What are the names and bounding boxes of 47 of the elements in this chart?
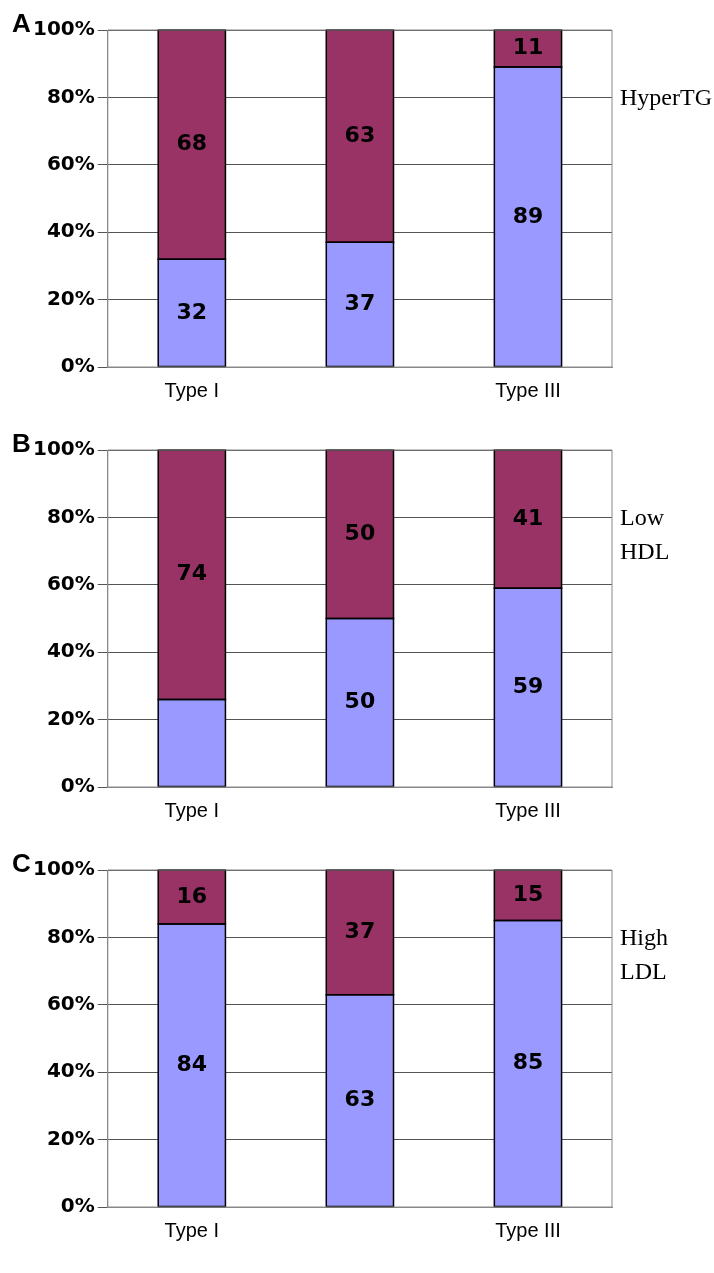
y-tick-label: 60% xyxy=(46,571,95,595)
data-label: 41 xyxy=(512,504,544,530)
data-label: 11 xyxy=(512,34,544,60)
data-label: 74 xyxy=(176,560,208,586)
y-tick-label: 100% xyxy=(32,856,95,881)
data-label: 37 xyxy=(344,290,376,316)
text: Low HDL xyxy=(620,503,671,566)
data-label: 63 xyxy=(344,121,376,147)
chart-title: B xyxy=(12,428,31,459)
data-label: 85 xyxy=(512,1049,544,1075)
y-tick-label: 0% xyxy=(60,773,95,798)
y-tick-label: 80% xyxy=(46,923,95,948)
data-label: 16 xyxy=(176,882,208,908)
x-tick-label: Type III xyxy=(495,1218,561,1241)
y-tick-label: 60% xyxy=(46,991,95,1015)
y-tick-label: 80% xyxy=(46,503,95,528)
data-label: 68 xyxy=(176,130,208,156)
y-tick-label: 100% xyxy=(32,436,95,461)
data-label: 59 xyxy=(512,673,544,699)
y-tick-label: 40% xyxy=(46,218,95,243)
y-tick-label: 80% xyxy=(46,83,95,108)
y-tick-label: 0% xyxy=(60,1193,95,1218)
y-tick-label: 0% xyxy=(60,353,95,378)
data-label: 89 xyxy=(512,202,544,228)
y-tick-label: 100% xyxy=(32,16,95,41)
x-tick-label: Type III xyxy=(495,798,561,821)
y-tick-label: 20% xyxy=(46,705,95,730)
y-tick-label: 40% xyxy=(46,638,95,663)
text: High LDL xyxy=(620,923,669,986)
x-tick-label: Type I xyxy=(164,1218,220,1241)
chart-title: C xyxy=(12,848,31,879)
x-tick-label: Type I xyxy=(164,798,220,821)
x-tick-label: Type I xyxy=(164,378,220,401)
y-tick-label: 20% xyxy=(46,1125,95,1150)
x-tick-label: Type III xyxy=(495,378,561,401)
data-label: 63 xyxy=(344,1086,376,1112)
y-tick-label: 20% xyxy=(46,285,95,310)
text: HyperTG xyxy=(620,83,712,112)
y-tick-label: 60% xyxy=(46,151,95,175)
data-label: 15 xyxy=(512,880,544,906)
data-label: 32 xyxy=(176,298,208,324)
y-tick-label: 40% xyxy=(46,1058,95,1083)
chart-title: A xyxy=(12,8,31,39)
data-label: 50 xyxy=(344,688,376,714)
data-label: 50 xyxy=(344,519,376,545)
data-label: 84 xyxy=(176,1050,208,1076)
data-label: 37 xyxy=(344,918,376,944)
